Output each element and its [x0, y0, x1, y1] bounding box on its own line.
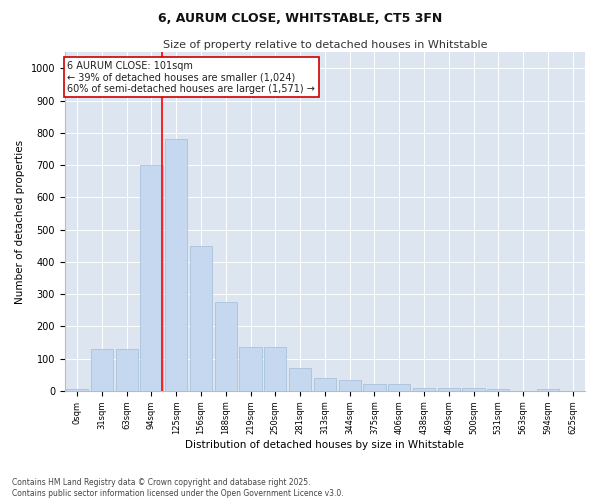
Bar — [289, 368, 311, 391]
Bar — [463, 388, 485, 391]
Bar — [363, 384, 386, 391]
Title: Size of property relative to detached houses in Whitstable: Size of property relative to detached ho… — [163, 40, 487, 50]
Bar — [239, 348, 262, 391]
Bar — [91, 349, 113, 391]
Bar — [388, 384, 410, 391]
Bar — [190, 246, 212, 391]
Text: 6 AURUM CLOSE: 101sqm
← 39% of detached houses are smaller (1,024)
60% of semi-d: 6 AURUM CLOSE: 101sqm ← 39% of detached … — [67, 60, 315, 94]
Bar — [437, 388, 460, 391]
Text: 6, AURUM CLOSE, WHITSTABLE, CT5 3FN: 6, AURUM CLOSE, WHITSTABLE, CT5 3FN — [158, 12, 442, 26]
Bar — [165, 140, 187, 391]
X-axis label: Distribution of detached houses by size in Whitstable: Distribution of detached houses by size … — [185, 440, 464, 450]
Bar — [314, 378, 336, 391]
Bar — [338, 380, 361, 391]
Bar — [264, 348, 286, 391]
Bar — [536, 389, 559, 391]
Bar — [413, 388, 435, 391]
Bar — [215, 302, 237, 391]
Bar — [140, 165, 163, 391]
Bar — [487, 389, 509, 391]
Bar — [66, 389, 88, 391]
Bar — [116, 349, 138, 391]
Text: Contains HM Land Registry data © Crown copyright and database right 2025.
Contai: Contains HM Land Registry data © Crown c… — [12, 478, 344, 498]
Y-axis label: Number of detached properties: Number of detached properties — [15, 140, 25, 304]
